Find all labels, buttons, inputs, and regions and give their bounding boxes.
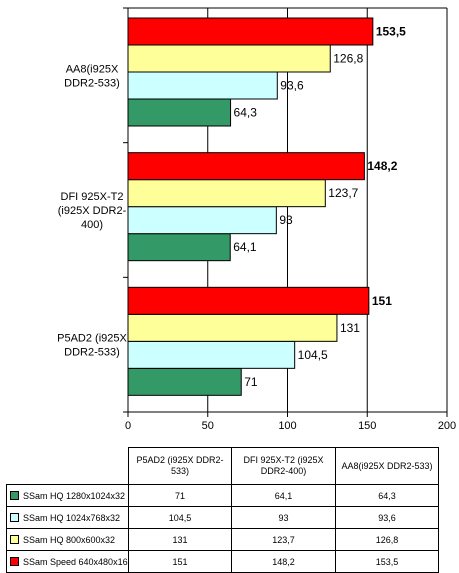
data-label-1-3: 148,2	[367, 159, 397, 173]
bar-1-3	[127, 152, 365, 181]
table-cell-1-1: 93	[231, 506, 336, 529]
legend-entry-1: SSam HQ 1024x768x32	[6, 506, 129, 529]
data-label-1-1: 93	[279, 213, 293, 227]
data-table: P5AD2 (i925X DDR2- 533) DFI 925X-T2 (i925X…	[6, 447, 439, 573]
x-tick-label-150: 150	[358, 420, 376, 432]
table-header-row: P5AD2 (i925X DDR2- 533) DFI 925X-T2 (i925X…	[6, 447, 439, 485]
legend-swatch	[10, 556, 19, 566]
data-label-0-1: 104,5	[298, 348, 328, 362]
bar-2-2	[127, 44, 331, 73]
legend-swatch	[10, 534, 19, 544]
data-label-2-1: 93,6	[280, 79, 304, 93]
category-label-1-line-2: 400)	[81, 219, 103, 231]
x-tick-label-50: 50	[202, 420, 214, 432]
category-label-1-line-0: DFI 925X-T2	[61, 191, 124, 203]
data-label-2-0: 64,3	[234, 106, 258, 120]
table-row: SSam HQ 1280x1024x32 71 64,1 64,3	[6, 484, 439, 507]
table-cell-1-2: 93,6	[335, 506, 439, 529]
bar-2-3	[127, 17, 374, 46]
bar-1-1	[127, 206, 277, 235]
category-label-0-line-0: P5AD2 (i925X	[57, 333, 127, 345]
bar-0-2	[127, 313, 338, 342]
bar-0-0	[127, 367, 242, 396]
table-cell-0-0: 71	[128, 484, 232, 507]
data-label-0-2: 131	[340, 321, 360, 335]
bar-0-1	[127, 340, 296, 369]
table-cell-1-0: 104,5	[128, 506, 232, 529]
table-row: SSam Speed 640x480x16 151 148,2 153,5	[6, 550, 439, 573]
legend-entry-0: SSam HQ 1280x1024x32	[6, 484, 129, 507]
data-label-2-2: 126,8	[333, 52, 363, 66]
table-cell-0-2: 64,3	[335, 484, 439, 507]
table-header-2: AA8(i925X DDR2-533)	[335, 447, 439, 485]
bar-2-1	[127, 71, 278, 100]
table-cell-3-2: 153,5	[335, 550, 439, 573]
table-cell-2-0: 131	[128, 528, 232, 551]
table-corner	[6, 447, 129, 485]
table-cell-3-1: 148,2	[231, 550, 336, 573]
category-label-2-line-0: AA8(i925X	[66, 63, 119, 75]
x-tick-label-100: 100	[278, 420, 296, 432]
x-tick-label-0: 0	[125, 420, 131, 432]
data-label-1-2: 123,7	[328, 186, 358, 200]
bar-1-2	[127, 179, 326, 208]
legend-entry-3: SSam Speed 640x480x16	[6, 550, 129, 573]
table-row: SSam HQ 1024x768x32 104,5 93 93,6	[6, 506, 439, 529]
category-label-2-line-1: DDR2-533)	[64, 77, 120, 89]
x-tick-label-200: 200	[438, 420, 456, 432]
bar-1-0	[127, 233, 231, 262]
data-label-2-3: 153,5	[376, 25, 406, 39]
legend-swatch	[10, 490, 19, 500]
category-label-0-line-1: DDR2-533)	[64, 347, 120, 359]
legend-swatch	[10, 512, 19, 522]
data-label-0-0: 71	[244, 375, 258, 389]
table-cell-2-2: 126,8	[335, 528, 439, 551]
bar-0-3	[127, 286, 370, 315]
table-cell-0-1: 64,1	[231, 484, 336, 507]
table-header-1: DFI 925X-T2 (i925X DDR2-400)	[231, 447, 336, 485]
bar-chart: 0 50 100 150 200 P5AD2 (i925X DDR2-533) 71 104,5…	[57, 7, 456, 432]
data-label-1-0: 64,1	[233, 240, 257, 254]
table-header-0: P5AD2 (i925X DDR2- 533)	[128, 447, 232, 485]
table-row: SSam HQ 800x600x32 131 123,7 126,8	[6, 528, 439, 551]
table-cell-2-1: 123,7	[231, 528, 336, 551]
legend-entry-2: SSam HQ 800x600x32	[6, 528, 129, 551]
table-cell-3-0: 151	[128, 550, 232, 573]
category-label-1-line-1: (i925X DDR2-	[58, 205, 127, 217]
data-label-0-3: 151	[372, 294, 392, 308]
bar-2-0	[127, 98, 232, 127]
